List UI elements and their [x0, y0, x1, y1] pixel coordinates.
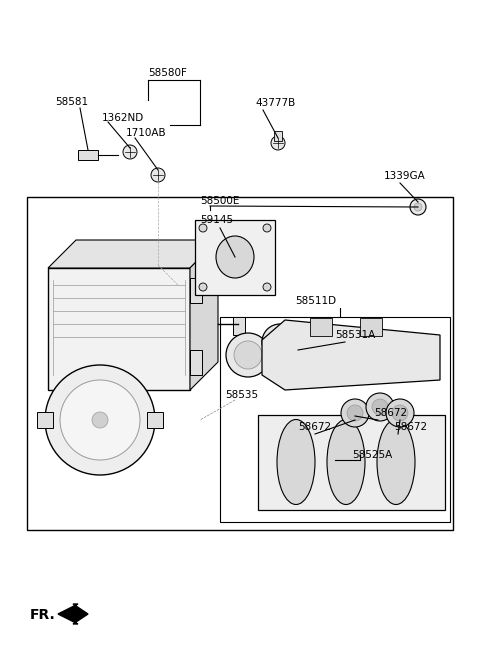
- Circle shape: [45, 365, 155, 475]
- Circle shape: [226, 333, 270, 377]
- Circle shape: [271, 136, 285, 150]
- Text: 58672: 58672: [298, 422, 331, 432]
- Polygon shape: [258, 415, 445, 510]
- Ellipse shape: [277, 420, 315, 505]
- Text: 58500E: 58500E: [200, 196, 240, 206]
- Text: 59145: 59145: [200, 215, 233, 225]
- Bar: [274, 131, 282, 141]
- Text: 43777B: 43777B: [255, 98, 295, 108]
- Ellipse shape: [327, 420, 365, 505]
- Circle shape: [263, 224, 271, 232]
- Polygon shape: [190, 240, 218, 390]
- Text: 1710AB: 1710AB: [126, 128, 167, 138]
- Circle shape: [263, 283, 271, 291]
- Circle shape: [414, 203, 422, 211]
- Bar: [195, 220, 275, 295]
- Polygon shape: [48, 240, 218, 268]
- Bar: [233, 317, 245, 335]
- Circle shape: [199, 224, 207, 232]
- Text: 58535: 58535: [225, 390, 258, 400]
- Text: 58580F: 58580F: [148, 68, 187, 78]
- Bar: [220, 317, 450, 522]
- Text: 1339GA: 1339GA: [384, 171, 426, 181]
- Circle shape: [269, 331, 291, 353]
- Polygon shape: [262, 320, 440, 390]
- Circle shape: [199, 283, 207, 291]
- Ellipse shape: [216, 236, 254, 278]
- Circle shape: [262, 324, 298, 360]
- Bar: [360, 318, 382, 336]
- Bar: [78, 150, 98, 160]
- Text: 58511D: 58511D: [295, 296, 336, 306]
- Bar: [190, 278, 202, 303]
- Text: 58672: 58672: [394, 422, 427, 432]
- Circle shape: [60, 380, 140, 460]
- Bar: [190, 350, 202, 375]
- Polygon shape: [58, 604, 88, 624]
- Circle shape: [123, 145, 137, 159]
- Circle shape: [392, 405, 408, 421]
- Bar: [37, 412, 53, 428]
- Ellipse shape: [377, 420, 415, 505]
- Text: 58672: 58672: [374, 408, 407, 418]
- Bar: [48, 268, 190, 390]
- Circle shape: [372, 399, 388, 415]
- Circle shape: [151, 168, 165, 182]
- Text: 1362ND: 1362ND: [102, 113, 144, 123]
- Text: 58531A: 58531A: [335, 330, 375, 340]
- Text: 58581: 58581: [55, 97, 88, 107]
- Text: 58525A: 58525A: [352, 450, 392, 460]
- Bar: [27, 197, 453, 530]
- Circle shape: [234, 341, 262, 369]
- Circle shape: [92, 412, 108, 428]
- Circle shape: [366, 393, 394, 421]
- Circle shape: [347, 405, 363, 421]
- Text: FR.: FR.: [30, 608, 56, 622]
- Circle shape: [410, 199, 426, 215]
- Bar: [310, 318, 332, 336]
- Circle shape: [341, 399, 369, 427]
- Circle shape: [386, 399, 414, 427]
- Bar: [147, 412, 163, 428]
